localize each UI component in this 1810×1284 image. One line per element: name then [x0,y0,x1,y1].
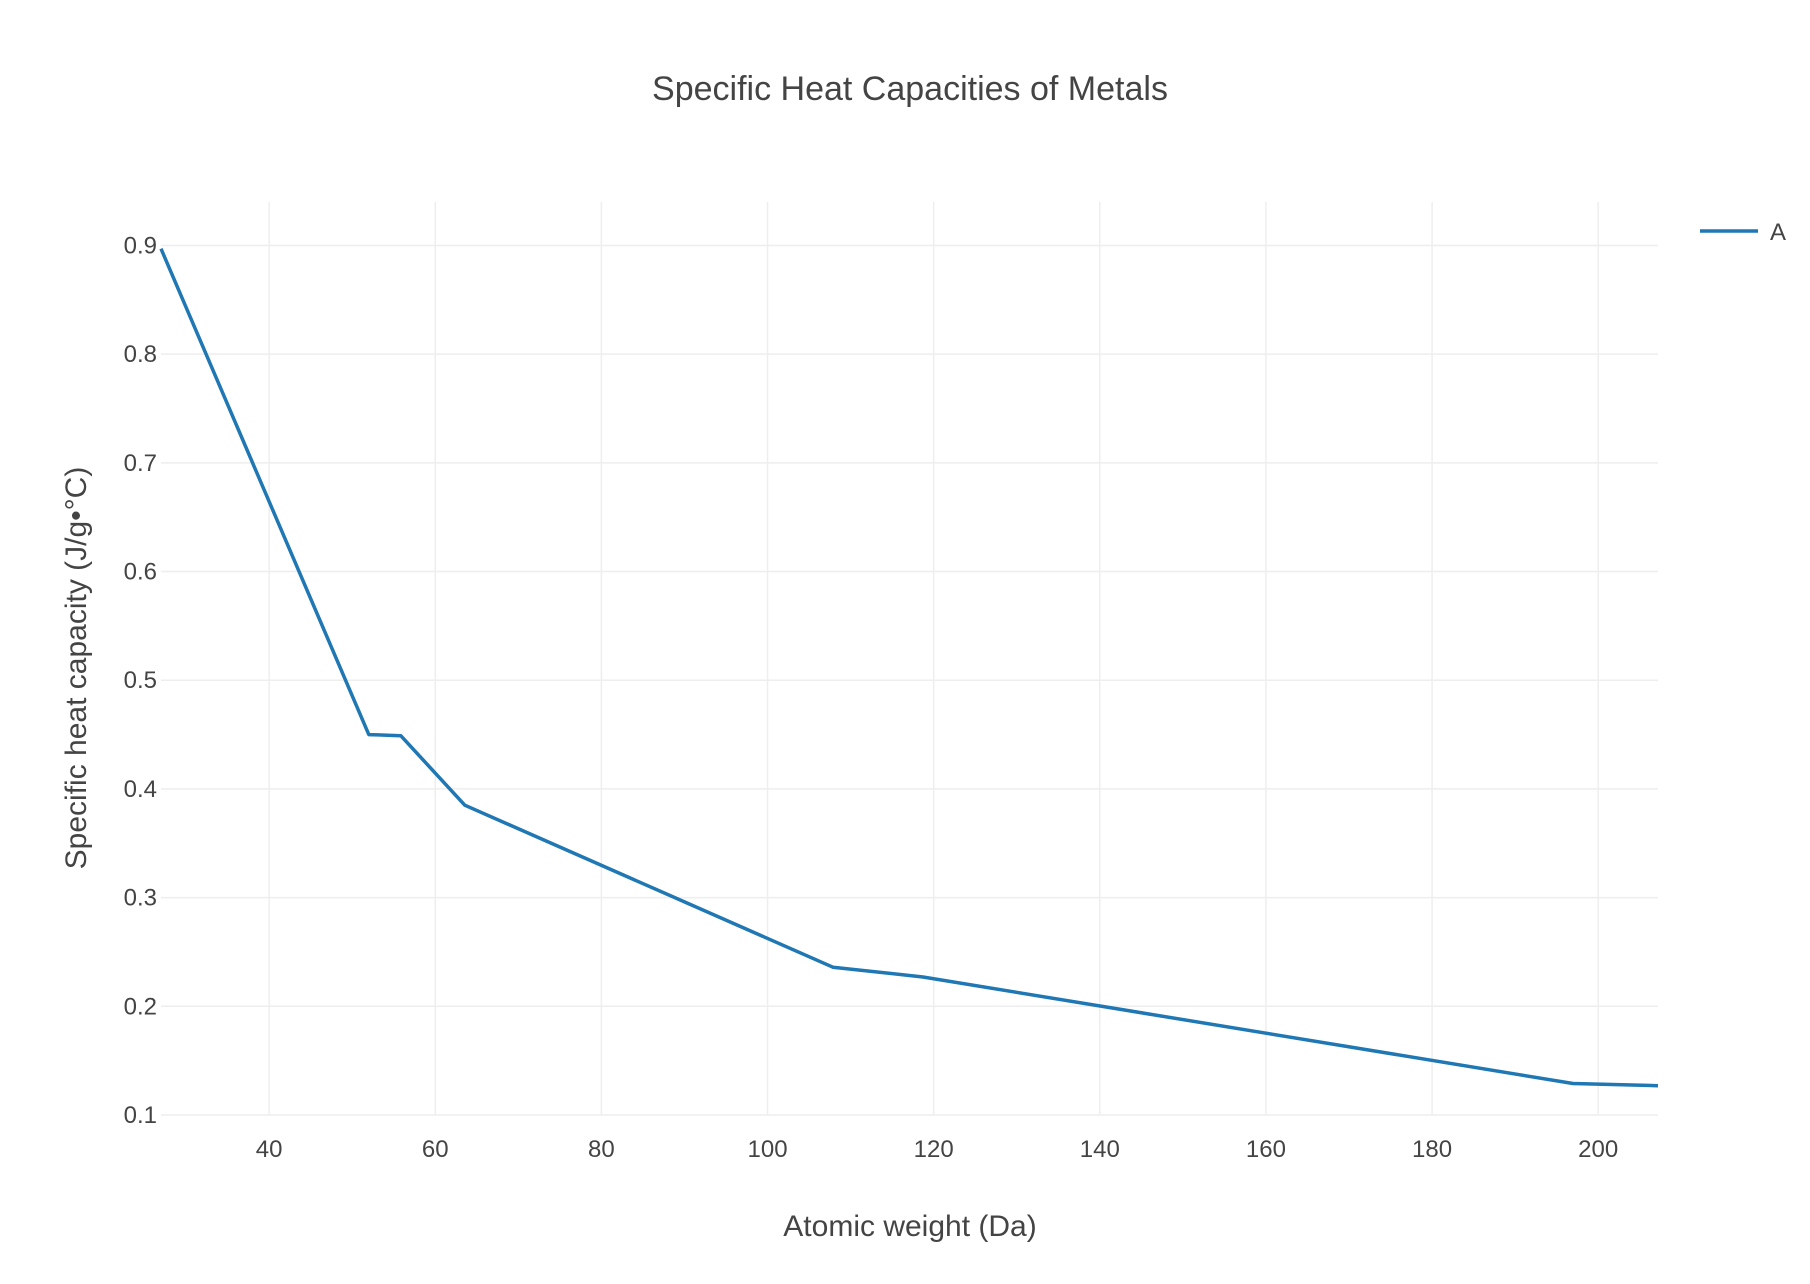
x-tick-label: 120 [914,1136,954,1163]
y-tick-labels: 0.1 0.2 0.3 0.4 0.5 0.6 0.7 0.8 0.9 [124,232,157,1129]
x-tick-label: 80 [588,1136,615,1163]
y-tick-label: 0.2 [124,993,157,1020]
x-tick-labels: 40 60 80 100 120 140 160 180 200 [256,1136,1618,1163]
x-tick-label: 40 [256,1136,283,1163]
y-tick-label: 0.4 [124,776,157,803]
grid [161,202,1658,1116]
y-tick-label: 0.8 [124,341,157,368]
y-tick-label: 0.3 [124,885,157,912]
y-tick-label: 0.9 [124,232,157,259]
y-tick-label: 0.1 [124,1102,157,1129]
series-layer [159,248,1659,1088]
x-tick-label: 200 [1578,1136,1618,1163]
y-tick-label: 0.6 [124,559,157,586]
legend-item-A[interactable]: A [1700,219,1786,246]
series-line-A [159,248,1659,1088]
x-tick-label: 60 [422,1136,449,1163]
x-tick-label: 100 [748,1136,788,1163]
x-tick-label: 140 [1080,1136,1120,1163]
legend-label: A [1770,219,1786,246]
legend[interactable]: A [1700,219,1786,246]
x-tick-label: 180 [1412,1136,1452,1163]
chart-title: Specific Heat Capacities of Metals [652,70,1168,108]
y-tick-label: 0.5 [124,667,157,694]
x-axis-label: Atomic weight (Da) [783,1210,1036,1243]
y-tick-label: 0.7 [124,450,157,477]
y-axis-label: Specific heat capacity (J/g•°C) [60,467,93,870]
x-tick-label: 160 [1246,1136,1286,1163]
